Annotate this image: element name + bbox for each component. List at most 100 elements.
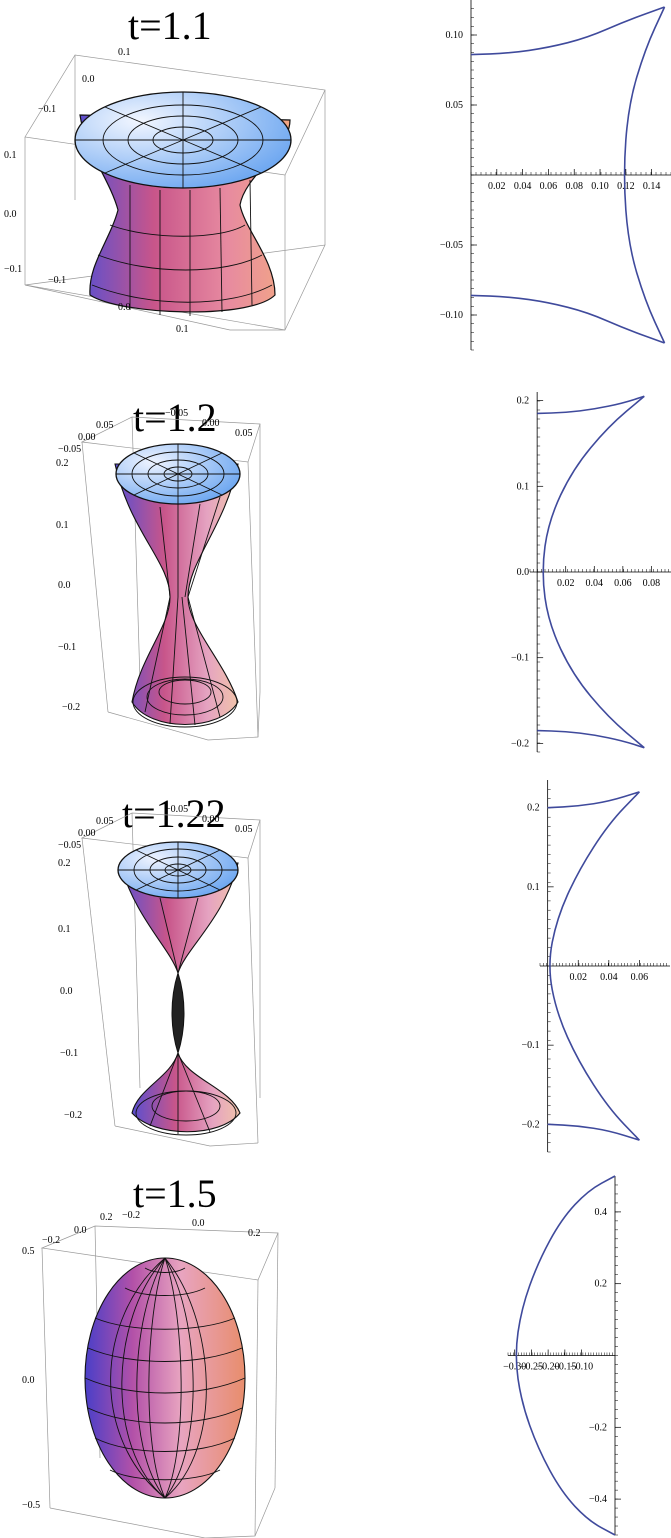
cross-section-curve-2: [623, 6, 666, 344]
surface-plot-3d: −0.05 0.00 0.05 0.05 0.00 −0.05 0.2 0.1 …: [58, 804, 261, 1147]
panel-t1-5: t=1.5: [0, 1160, 671, 1538]
x-tick-label: 0.02: [488, 181, 506, 192]
surface-plot-3d: −0.05 0.00 0.05 0.05 0.00 −0.05 0.2 0.1 …: [56, 408, 261, 741]
x-tick-label: 0.02: [569, 972, 587, 983]
x-tick-label: 0.02: [557, 578, 575, 589]
y-tick-label: 0.2: [527, 803, 540, 814]
x-tick-label: −0.15: [553, 1362, 576, 1373]
x-tick-label: 0.08: [565, 181, 583, 192]
x-tick-label: −0.10: [570, 1362, 593, 1373]
axis-labels: 0.2 0.0 −0.2 −0.2 0.0 0.2 0.5 0.0 −0.5: [22, 1210, 261, 1511]
svg-text:0.2: 0.2: [248, 1228, 261, 1239]
x-tick-label: 0.06: [614, 578, 632, 589]
y-tick-label: 0.2: [517, 396, 530, 407]
svg-text:0.0: 0.0: [82, 74, 95, 85]
cross-section-curve-2: [549, 791, 640, 1141]
y-tick-label: −0.05: [440, 240, 463, 251]
mesh-lines: [116, 444, 240, 728]
svg-text:0.05: 0.05: [235, 428, 253, 439]
svg-text:−0.1: −0.1: [4, 264, 22, 275]
x-tick-label: −0.30: [503, 1362, 526, 1373]
svg-text:−0.1: −0.1: [38, 104, 56, 115]
y-tick-label: −0.2: [522, 1119, 540, 1130]
axis-labels: 0.1 0.0 −0.1 0.1 0.0 −0.1 −0.1 0.0 0.1: [4, 47, 189, 335]
surface-body-neck: [171, 971, 185, 1055]
svg-text:−0.05: −0.05: [58, 840, 81, 851]
cross-section-curve-0: [515, 1175, 616, 1536]
svg-text:0.0: 0.0: [22, 1375, 35, 1386]
x-tick-label: 0.04: [514, 181, 532, 192]
y-tick-label: 0.4: [595, 1207, 608, 1218]
cross-section-plot: 0.02 0.04 0.06 0.08 0.10 0.12 0.14 0.10 0.05 −0.0…: [440, 0, 671, 351]
svg-text:0.00: 0.00: [78, 828, 96, 839]
svg-text:−0.2: −0.2: [122, 1210, 140, 1221]
svg-text:−0.2: −0.2: [62, 702, 80, 713]
x-tick-label: 0.12: [617, 181, 635, 192]
svg-text:0.05: 0.05: [96, 816, 114, 827]
y-tick-label: −0.10: [440, 310, 463, 321]
cross-section-curve-0: [547, 791, 640, 809]
x-tick-label: −0.25: [520, 1362, 543, 1373]
svg-text:−0.05: −0.05: [165, 408, 188, 419]
svg-text:0.05: 0.05: [96, 420, 114, 431]
svg-text:0.2: 0.2: [100, 1212, 113, 1223]
y-tick-label: −0.2: [511, 738, 529, 749]
svg-text:0.1: 0.1: [58, 924, 71, 935]
x-tick-label: 0.08: [643, 578, 661, 589]
svg-text:0.0: 0.0: [74, 1225, 87, 1236]
surface-body: [114, 463, 239, 726]
y-tick-label: 0.2: [595, 1279, 608, 1290]
y-tick-label: 0.1: [527, 882, 540, 893]
cross-section-plot: 0.02 0.04 0.06 0.2 0.1 −0.1 −0.2: [522, 780, 670, 1153]
panel-title: t=1.1: [128, 3, 212, 48]
cross-section-curve-2: [542, 395, 645, 749]
mesh-lines: [84, 1257, 246, 1499]
x-tick-label: 0.06: [540, 181, 558, 192]
y-tick-label: −0.1: [511, 653, 529, 664]
svg-text:0.0: 0.0: [118, 302, 131, 313]
svg-text:0.05: 0.05: [235, 824, 253, 835]
y-tick-label: −0.2: [589, 1422, 607, 1433]
svg-text:0.2: 0.2: [58, 858, 71, 869]
axis-labels: −0.05 0.00 0.05 0.05 0.00 −0.05 0.2 0.1 …: [56, 408, 253, 713]
cross-section-curve-1: [470, 294, 665, 344]
y-tick-label: 0.1: [517, 481, 530, 492]
surface-plot-3d: 0.2 0.0 −0.2 −0.2 0.0 0.2 0.5 0.0 −0.5: [22, 1210, 279, 1538]
mesh-lines: [75, 92, 291, 316]
svg-text:0.00: 0.00: [202, 418, 220, 429]
axis-labels: −0.05 0.00 0.05 0.05 0.00 −0.05 0.2 0.1 …: [58, 804, 253, 1121]
cross-section-curve-0: [537, 395, 645, 415]
svg-text:0.0: 0.0: [4, 209, 17, 220]
cross-section-curve-1: [537, 729, 645, 749]
x-tick-label: 0.04: [586, 578, 604, 589]
y-tick-label: 0.0: [517, 567, 530, 578]
y-tick-label: 0.10: [446, 30, 464, 41]
svg-text:0.1: 0.1: [118, 47, 131, 58]
cross-section-plot: −0.30−0.25−0.20−0.15−0.10 0.4 0.2 −0.2 −0.4: [503, 1175, 621, 1536]
panel-t1-22: t=1.22: [0, 760, 671, 1160]
svg-text:−0.1: −0.1: [58, 642, 76, 653]
surface-body: [84, 1257, 246, 1499]
svg-text:−0.1: −0.1: [48, 275, 66, 286]
svg-text:0.0: 0.0: [192, 1218, 205, 1229]
x-tick-label: 0.06: [631, 972, 649, 983]
surface-body-bottom: [131, 1051, 241, 1133]
svg-text:−0.1: −0.1: [60, 1048, 78, 1059]
x-tick-label: 0.04: [600, 972, 618, 983]
svg-text:0.00: 0.00: [78, 432, 96, 443]
x-tick-label: −0.20: [537, 1362, 560, 1373]
svg-text:0.0: 0.0: [58, 580, 71, 591]
svg-text:0.1: 0.1: [56, 520, 69, 531]
svg-text:0.2: 0.2: [56, 458, 69, 469]
svg-text:−0.05: −0.05: [58, 444, 81, 455]
cross-section-curve-1: [547, 1123, 640, 1141]
mesh-lines: [118, 842, 238, 1136]
panel-t1-1: t=1.1: [0, 0, 671, 360]
svg-text:0.00: 0.00: [202, 814, 220, 825]
svg-text:0.0: 0.0: [60, 986, 73, 997]
svg-text:−0.2: −0.2: [42, 1235, 60, 1246]
cross-section-plot: 0.02 0.04 0.06 0.08 0.2 0.1 0.0 −0.1 −0.2: [511, 392, 671, 753]
svg-text:−0.05: −0.05: [165, 804, 188, 815]
svg-text:0.1: 0.1: [176, 324, 189, 335]
y-tick-label: −0.4: [589, 1494, 607, 1505]
